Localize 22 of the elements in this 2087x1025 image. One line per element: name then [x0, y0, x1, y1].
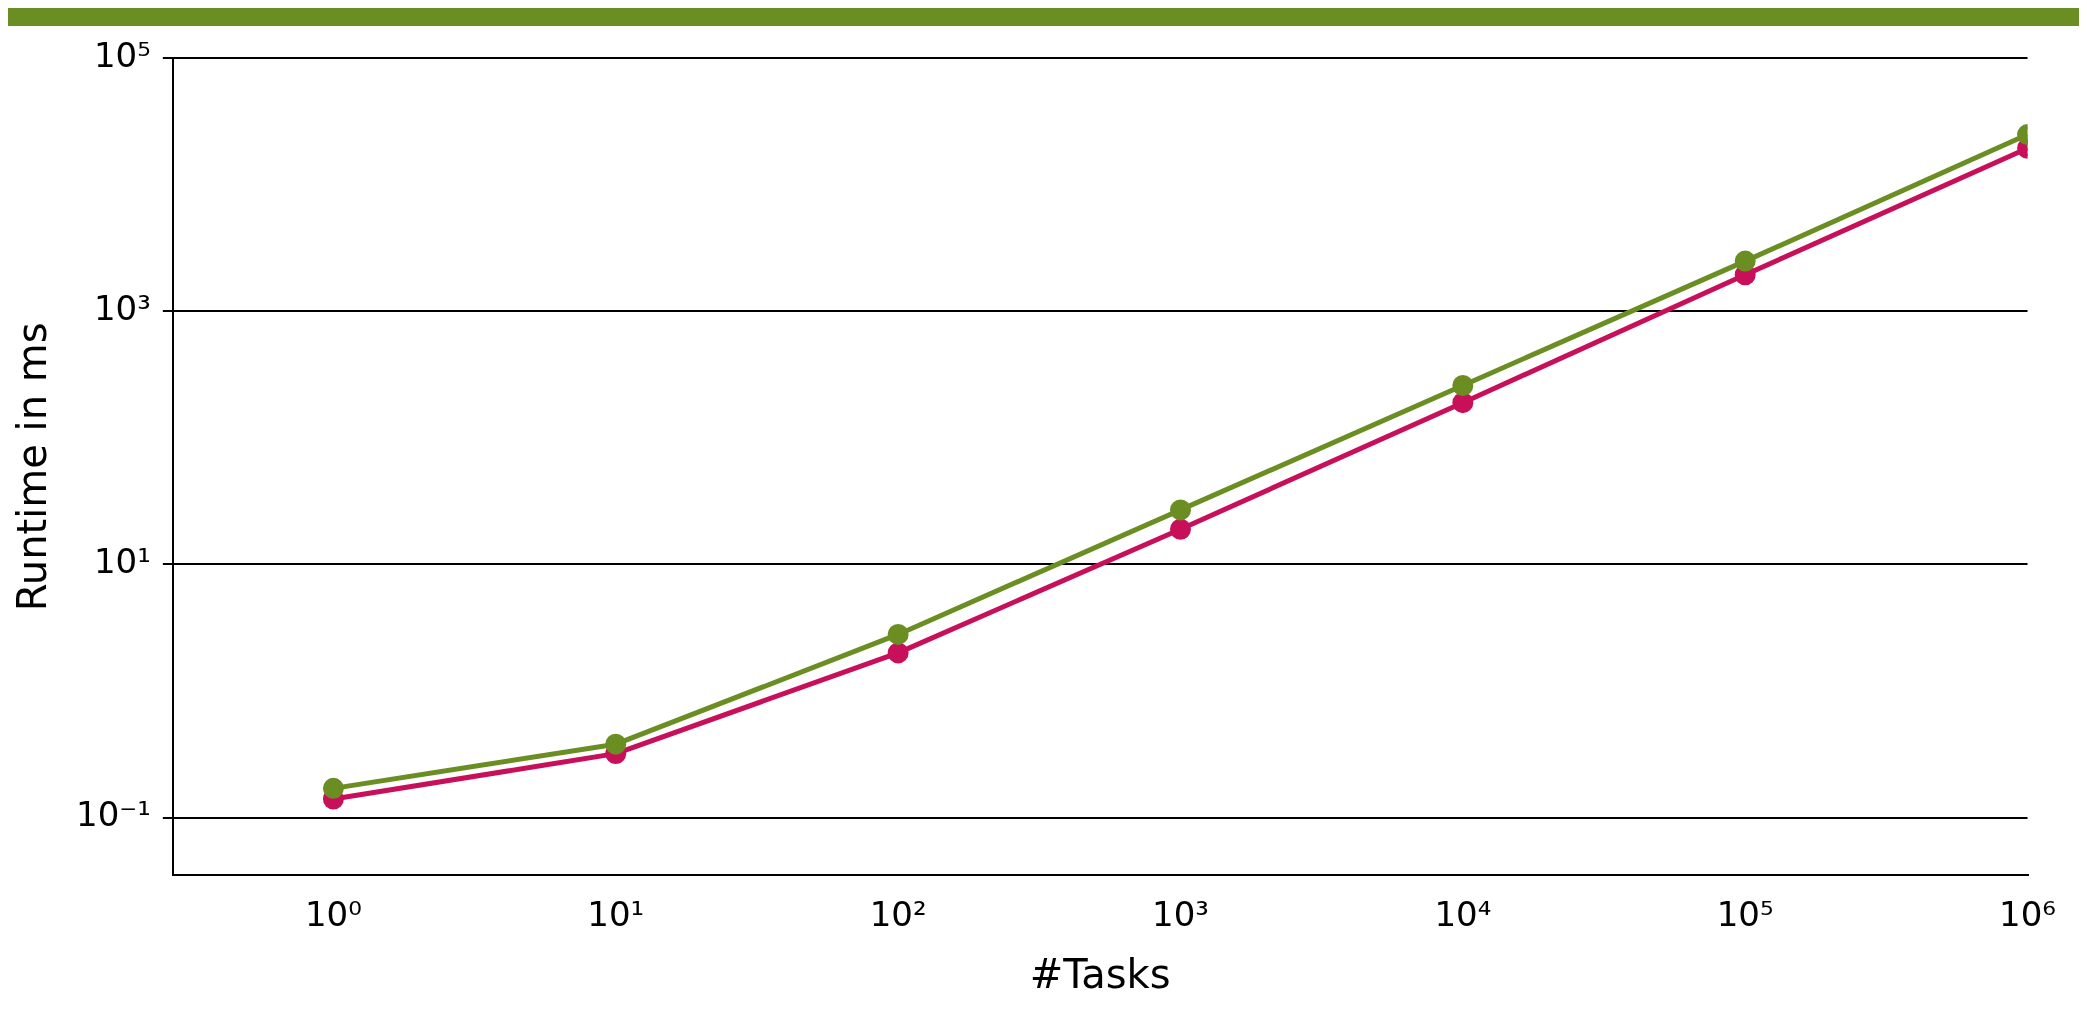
point — [605, 733, 627, 755]
x-tick-label: 10¹ — [587, 894, 645, 935]
x-tick-label: 10² — [869, 894, 927, 935]
y-tick-label: 10⁵ — [93, 35, 151, 76]
x-tick-label: 10⁴ — [1434, 894, 1492, 935]
x-tick-label: 10⁰ — [304, 894, 362, 935]
point — [1169, 518, 1191, 540]
point — [1169, 499, 1191, 521]
point — [887, 642, 909, 664]
x-tick-label: 10⁵ — [1716, 894, 1774, 935]
point — [1452, 374, 1474, 396]
x-axis-title: #Tasks — [1029, 951, 1171, 998]
point — [322, 777, 344, 799]
x-tick-label: 10³ — [1152, 894, 1209, 935]
y-tick-label: 10³ — [93, 288, 151, 329]
point — [887, 623, 909, 645]
y-axis-title: Runtime in ms — [9, 322, 56, 612]
point — [1734, 250, 1756, 272]
y-tick-label: 10⁻¹ — [76, 794, 151, 835]
y-tick-label: 10¹ — [93, 541, 151, 582]
x-tick-label: 10⁶ — [1999, 894, 2057, 935]
point — [1452, 392, 1474, 414]
